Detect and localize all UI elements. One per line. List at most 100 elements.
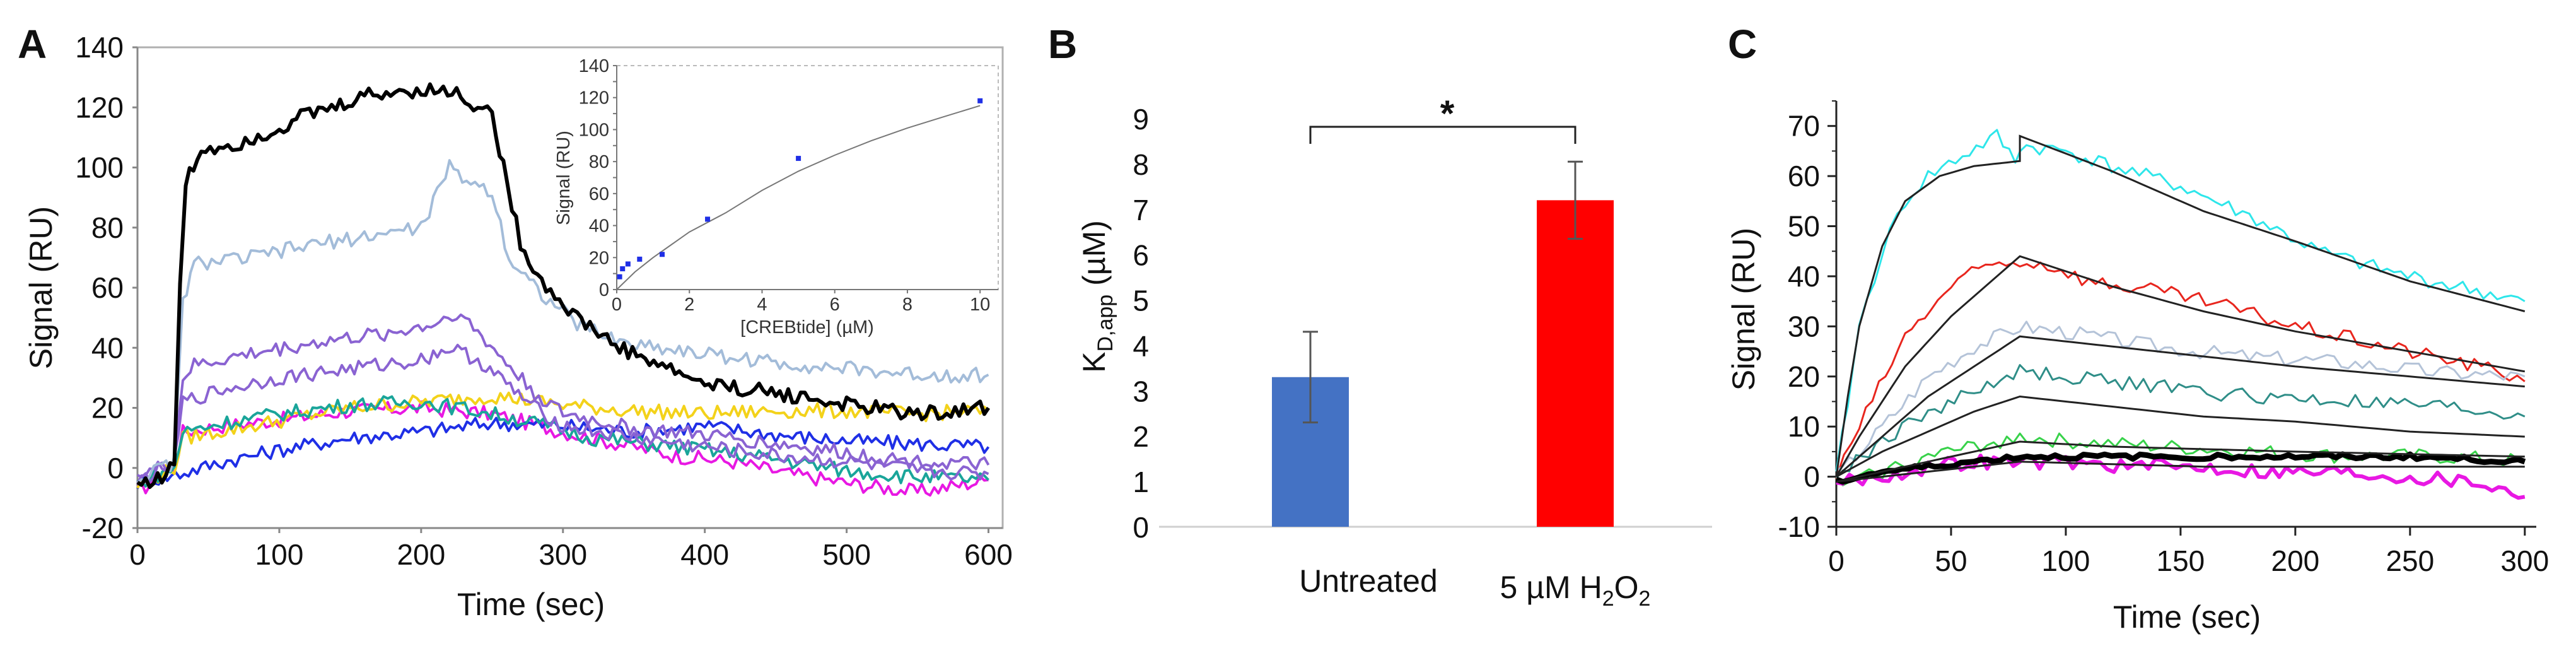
inset-xtick-label: 0: [612, 295, 622, 315]
inset-y-label: Signal (RU): [554, 131, 574, 225]
c-ytick-label: -10: [1778, 510, 1820, 543]
c-xtick-label: 250: [2386, 544, 2434, 577]
panel-c-fits: [1835, 134, 2526, 483]
a-ytick-label: 40: [91, 331, 124, 364]
panel-c-y-ticks: -10 0 10 20 30 40 50 60 70: [1778, 100, 1836, 543]
panel-b-bars: [1272, 160, 1614, 527]
inset-point: [660, 252, 665, 257]
series-thick-data: [1835, 451, 2526, 485]
c-xtick-label: 300: [2500, 544, 2549, 577]
panel-a-traces: [136, 82, 990, 497]
a-ytick-label: -20: [82, 512, 124, 544]
significance-bracket: *: [1309, 93, 1576, 144]
fit-curve-0: [1835, 134, 2526, 477]
a-ytick-label: 120: [75, 91, 124, 124]
c-ytick-label: 10: [1788, 410, 1820, 443]
inset-fit-curve: [616, 105, 981, 290]
a-xtick-label: 500: [822, 538, 871, 571]
b-ytick-label: 5: [1133, 285, 1149, 317]
bar-1: [1537, 200, 1614, 527]
a-ytick-label: 20: [91, 392, 124, 425]
b-ytick-label: 7: [1133, 194, 1149, 226]
c-xtick-label: 0: [1828, 544, 1845, 577]
inset-ytick-label: 60: [589, 184, 609, 204]
bar-label-h2o2: 5 µM H2O2: [1500, 570, 1651, 611]
b-ytick-label: 8: [1133, 148, 1149, 181]
panel-a-y-ticks: -20 0 20 40 60 80 100 120 140: [75, 31, 137, 544]
inset-ytick-label: 120: [579, 88, 609, 109]
inset-point: [620, 266, 626, 272]
a-xtick-label: 600: [964, 538, 1013, 571]
inset-point: [625, 261, 631, 267]
panel-b-y-label: KD,app (µM): [1076, 220, 1117, 373]
inset-xtick-label: 2: [684, 295, 694, 315]
panel-c-x-ticks: 0 50 100 150 200 250 300: [1828, 527, 2549, 577]
fit-curve-2: [1836, 335, 2525, 478]
series-cyan-data: [1835, 129, 2526, 472]
c-xtick-label: 50: [1935, 544, 1967, 577]
fit-curve-1: [1835, 255, 2526, 478]
inset-xtick-label: 10: [970, 295, 990, 315]
inset-point: [705, 216, 711, 222]
inset-points: [617, 98, 983, 279]
b-ytick-label: 0: [1133, 511, 1149, 544]
inset-x-ticks: 0 2 4 6 8 10: [612, 290, 990, 315]
series-teal-data: [1835, 364, 2526, 479]
inset-xtick-label: 6: [830, 295, 840, 315]
series-red-data: [1835, 261, 2526, 479]
inset-ytick-label: 100: [579, 120, 609, 140]
inset-ytick-label: 140: [579, 56, 609, 76]
inset-point: [617, 274, 622, 279]
panel-b-y-ticks: 0 1 2 3 4 5 6 7 8 9: [1133, 103, 1149, 544]
c-xtick-label: 100: [2042, 544, 2090, 577]
panel-a-inset: 0 20 40 60 80 100 120 140 0 2 4 6 8 10 [CREBtide] (µ…: [554, 56, 999, 338]
panel-c-x-label: Time (sec): [2113, 599, 2261, 635]
inset-y-ticks: 0 20 40 60 80 100 120 140: [579, 56, 617, 300]
panel-a-x-label: Time (sec): [457, 587, 605, 622]
series-green-data: [1836, 432, 2526, 486]
panel-a-x-ticks: 0 100 200 300 400 500 600: [129, 528, 1013, 571]
c-ytick-label: 20: [1788, 360, 1820, 393]
a-ytick-label: 80: [91, 211, 124, 244]
fit-curve-3: [1836, 395, 2525, 478]
a-xtick-label: 200: [397, 538, 445, 571]
inset-point: [796, 156, 801, 162]
a-ytick-label: 60: [91, 271, 124, 304]
inset-ytick-label: 80: [589, 152, 609, 172]
panel-a-label: A: [18, 21, 47, 67]
inset-x-label: [CREBtide] (µM): [740, 317, 874, 338]
panel-a-y-label: Signal (RU): [23, 206, 59, 369]
fit-curve-5: [1836, 461, 2525, 483]
panel-b-label: B: [1048, 21, 1077, 67]
inset-point: [637, 256, 643, 262]
c-ytick-label: 0: [1804, 461, 1820, 493]
b-ytick-label: 1: [1133, 466, 1149, 498]
series-trace-3: [136, 313, 990, 485]
c-ytick-label: 30: [1788, 310, 1820, 343]
c-ytick-label: 40: [1788, 260, 1820, 293]
a-ytick-label: 100: [75, 151, 124, 184]
c-ytick-label: 50: [1788, 210, 1820, 243]
significance-bracket-line: [1309, 126, 1576, 144]
a-ytick-label: 140: [75, 31, 124, 64]
inset-xtick-label: 8: [902, 295, 912, 315]
inset-point: [977, 98, 983, 103]
inset-ytick-label: 0: [599, 280, 609, 300]
series-trace-6: [136, 391, 989, 489]
series-trace-4: [137, 343, 989, 483]
b-ytick-label: 9: [1133, 103, 1149, 136]
a-xtick-label: 100: [255, 538, 304, 571]
inset-ytick-label: 40: [589, 216, 609, 237]
fit-curve-4: [1836, 440, 2525, 483]
series-magenta-data: [1836, 453, 2526, 500]
significance-star: *: [1440, 93, 1455, 134]
c-xtick-label: 200: [2271, 544, 2319, 577]
a-xtick-label: 300: [539, 538, 587, 571]
a-xtick-label: 0: [129, 538, 146, 571]
series-trace-8: [136, 400, 989, 497]
b-ytick-label: 6: [1133, 239, 1149, 272]
a-ytick-label: 0: [107, 452, 124, 485]
